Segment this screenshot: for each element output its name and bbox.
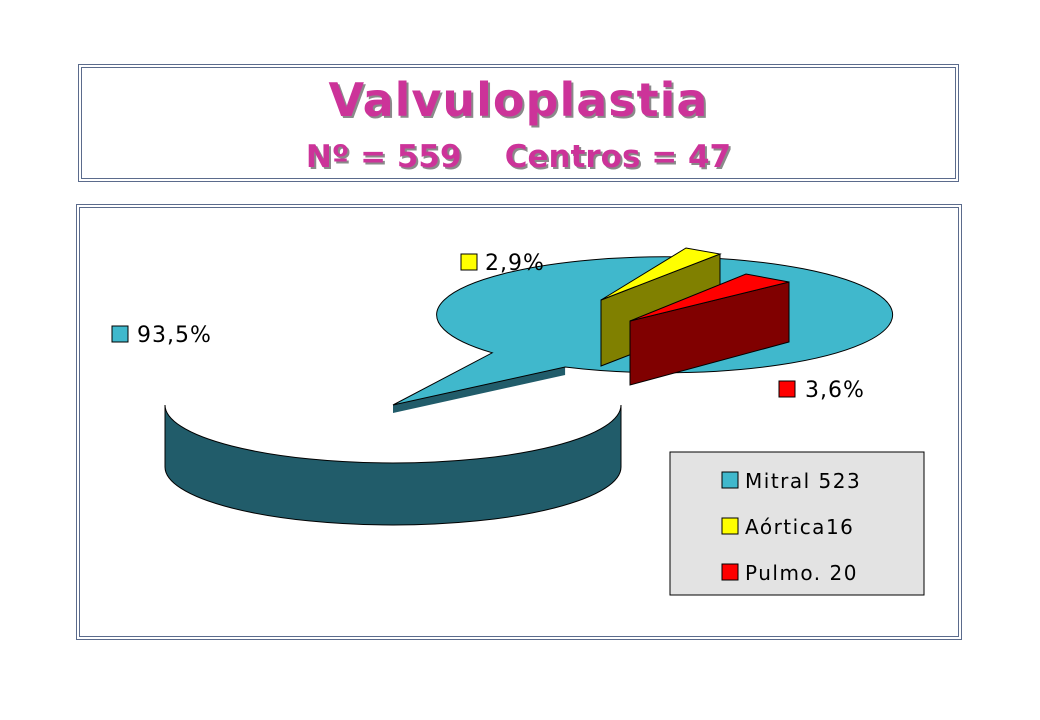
data-label-aortica: 2,9% — [485, 251, 545, 276]
slice-pulmo — [629, 273, 790, 322]
legend-item-mitral: Mitral 523 — [745, 469, 861, 493]
slice-mitral-side — [164, 404, 622, 526]
label-swatch-aortica — [460, 253, 478, 271]
slice-mitral-inner-face — [393, 367, 566, 413]
legend-item-pulmo: Pulmo. 20 — [745, 561, 858, 585]
data-label-pulmo: 3,6% — [805, 378, 865, 403]
legend-swatch-mitral — [721, 471, 739, 489]
legend-swatch-pulmo — [721, 563, 739, 581]
legend: Mitral 523 Aórtica16 Pulmo. 20 — [669, 451, 925, 596]
legend-item-aortica: Aórtica16 — [745, 515, 854, 539]
slice-aortica — [600, 247, 722, 301]
legend-box — [669, 451, 925, 596]
label-swatch-mitral — [111, 325, 129, 343]
label-swatch-pulmo — [778, 380, 796, 398]
title-box: Valvuloplastia Nº = 559 Centros = 47 — [78, 64, 959, 182]
data-label-mitral: 93,5% — [137, 323, 212, 348]
chart-frame — [76, 204, 962, 640]
legend-swatch-aortica — [721, 517, 739, 535]
